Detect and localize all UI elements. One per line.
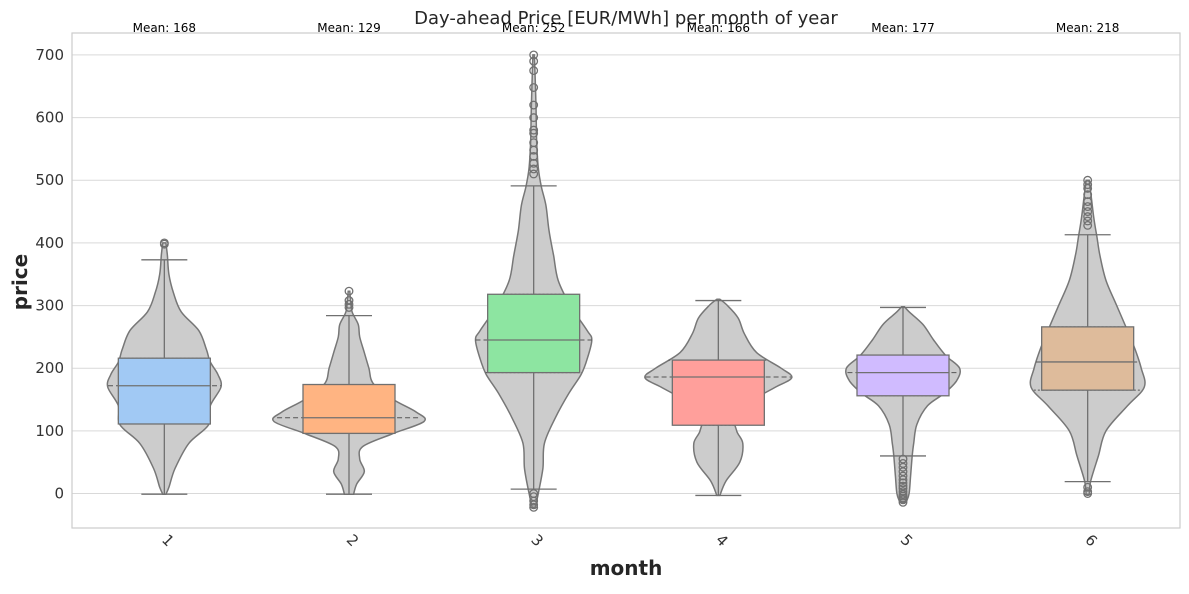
outlier-point bbox=[1083, 175, 1093, 185]
mean-label: Mean: 177 bbox=[871, 21, 934, 35]
x-axis-label: month bbox=[590, 556, 663, 580]
outlier-point bbox=[529, 125, 539, 135]
outlier-point bbox=[1083, 216, 1093, 226]
outlier-point bbox=[898, 478, 908, 488]
plot-frame bbox=[71, 32, 1181, 529]
outlier-point bbox=[1083, 487, 1093, 497]
y-tick-label: 200 bbox=[35, 359, 64, 377]
x-tick-label: 2 bbox=[343, 531, 362, 550]
outlier-point bbox=[344, 286, 354, 296]
x-tick-label: 4 bbox=[712, 531, 731, 550]
outlier-point bbox=[898, 471, 908, 481]
outlier-point bbox=[344, 296, 354, 306]
iqr-box bbox=[1041, 326, 1135, 391]
chart-title: Day-ahead Price [EUR/MWh] per month of y… bbox=[414, 8, 838, 29]
y-tick-label: 0 bbox=[54, 485, 64, 503]
iqr-box bbox=[302, 383, 396, 435]
outlier-point bbox=[344, 299, 354, 309]
outlier-point bbox=[529, 128, 539, 138]
iqr-box bbox=[487, 293, 581, 374]
y-tick-label: 300 bbox=[35, 297, 64, 315]
outlier-point bbox=[1083, 220, 1093, 230]
outlier-point bbox=[529, 492, 539, 502]
y-axis-label: price bbox=[8, 254, 32, 310]
y-tick-label: 600 bbox=[35, 109, 64, 127]
outlier-point bbox=[529, 158, 539, 168]
x-tick-label: 5 bbox=[897, 531, 916, 550]
outlier-point bbox=[898, 484, 908, 493]
x-tick-label: 3 bbox=[527, 531, 546, 550]
outlier-point bbox=[159, 238, 169, 248]
outlier-point bbox=[529, 100, 539, 110]
outlier-point bbox=[898, 454, 908, 464]
outlier-point bbox=[1083, 212, 1093, 222]
mean-label: Mean: 129 bbox=[317, 21, 380, 35]
mean-label: Mean: 168 bbox=[133, 21, 196, 35]
outlier-point bbox=[529, 83, 539, 92]
outlier-point bbox=[529, 164, 539, 174]
y-tick-label: 400 bbox=[35, 234, 64, 252]
outlier-point bbox=[529, 169, 539, 179]
x-tick-label: 1 bbox=[158, 531, 177, 550]
outlier-point bbox=[1083, 207, 1093, 217]
outlier-point bbox=[529, 113, 539, 123]
iqr-box bbox=[856, 354, 950, 397]
outlier-point bbox=[529, 50, 539, 60]
outlier-point bbox=[529, 502, 539, 512]
outlier-point bbox=[529, 138, 539, 148]
outlier-point bbox=[529, 151, 539, 161]
outlier-point bbox=[344, 302, 354, 312]
outlier-point bbox=[529, 56, 539, 66]
outlier-point bbox=[898, 481, 908, 491]
outlier-point bbox=[1083, 180, 1093, 190]
x-tick-label: 6 bbox=[1081, 531, 1100, 550]
outlier-point bbox=[1083, 197, 1093, 207]
outlier-point bbox=[898, 487, 908, 497]
outlier-point bbox=[1083, 482, 1093, 492]
y-tick-label: 700 bbox=[35, 46, 64, 64]
mean-label: Mean: 218 bbox=[1056, 21, 1119, 35]
iqr-box bbox=[671, 359, 765, 426]
outlier-point bbox=[1083, 202, 1093, 212]
outlier-point bbox=[529, 489, 539, 498]
mean-label: Mean: 166 bbox=[687, 21, 750, 35]
y-tick-label: 500 bbox=[35, 171, 64, 189]
mean-label: Mean: 252 bbox=[502, 21, 565, 35]
outlier-point bbox=[529, 66, 539, 76]
outlier-point bbox=[1083, 190, 1093, 200]
outlier-point bbox=[898, 459, 908, 468]
iqr-box bbox=[117, 357, 211, 425]
y-tick-label: 100 bbox=[35, 422, 64, 440]
